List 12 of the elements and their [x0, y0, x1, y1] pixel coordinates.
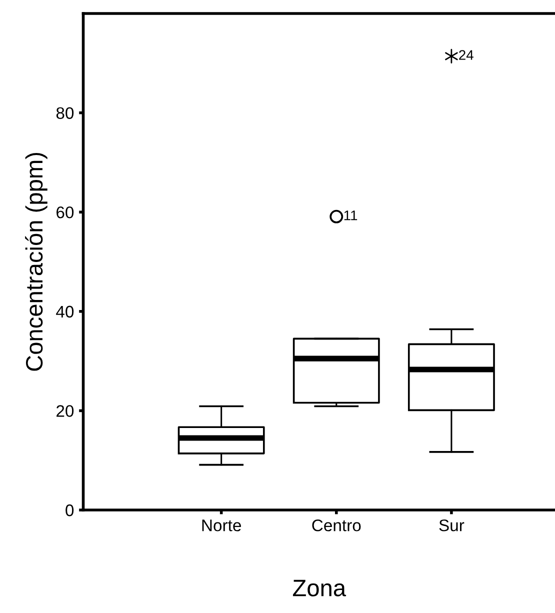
x-axis-title: Zona [292, 580, 346, 596]
annotation: 24 [459, 50, 474, 60]
x-tick-label: Norte [202, 520, 241, 532]
y-tick-label: 80 [56, 107, 74, 119]
x-tick-label: Centro [312, 519, 361, 532]
y-tick-label: 0 [66, 504, 74, 516]
y-tick-label: 40 [56, 306, 74, 318]
annotation: 11 [344, 210, 358, 220]
y-tick-label: 60 [56, 206, 74, 218]
y-axis-title: Concentración (ppm) [25, 152, 48, 371]
y-tick-label: 20 [56, 405, 74, 417]
x-tick-label: Sur [439, 519, 464, 532]
